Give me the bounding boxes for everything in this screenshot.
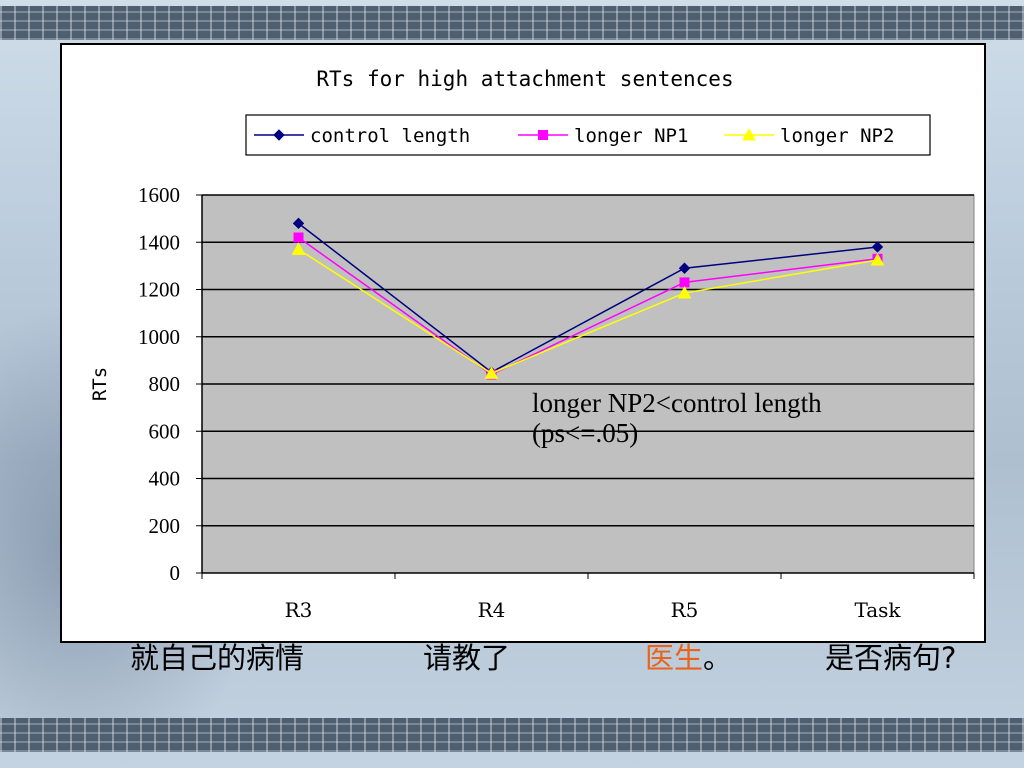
chart-title: RTs for high attachment sentences <box>316 67 734 91</box>
x-tick-label-r5: R5 <box>671 598 699 622</box>
legend-label-longer-np2: longer NP2 <box>780 125 894 147</box>
highlighted-word: 医生 <box>645 641 704 675</box>
y-tick-label-1400: 1400 <box>138 230 180 254</box>
y-tick-label-800: 800 <box>149 372 181 396</box>
sentence-segment-2: 请教了 <box>423 641 511 675</box>
line-chart: 0 200 400 600 800 1000 1200 1400 1600 R3 R4 R5 Task R… <box>89 114 975 622</box>
point-control-length-task <box>871 241 884 253</box>
y-tick-label-400: 400 <box>149 467 181 491</box>
y-tick-label-200: 200 <box>149 514 181 538</box>
decorative-top-band <box>0 6 1024 40</box>
chart-container: RTs for high attachment sentences 0 200 40… <box>60 43 986 643</box>
y-tick-label-1600: 1600 <box>138 183 180 207</box>
legend-marker-2 <box>742 127 756 141</box>
legend <box>245 114 931 156</box>
legend-marker-0 <box>273 129 285 141</box>
sentence-period: 。 <box>703 641 733 675</box>
x-tick-label-task: Task <box>854 598 901 622</box>
y-tick-label-600: 600 <box>149 419 181 443</box>
point-control-length-r5 <box>678 262 691 274</box>
annotation-line-1: longer NP2<control length <box>532 388 822 418</box>
point-longer-np2-r5 <box>677 285 692 299</box>
point-longer-np1-r3 <box>293 232 304 243</box>
y-axis-label: RTs <box>89 367 111 401</box>
sentence-segment-3: 医生。 <box>645 635 732 677</box>
legend-label-control-length: control length <box>310 125 470 147</box>
y-tick-label-1200: 1200 <box>138 278 180 302</box>
legend-label-longer-np1: longer NP1 <box>574 125 688 147</box>
point-longer-np2-r4 <box>484 366 499 379</box>
sentence-question: 是否病句? <box>825 641 957 675</box>
x-tick-label-r4: R4 <box>478 598 506 622</box>
point-longer-np1-r5 <box>679 277 690 288</box>
annotation-line-2: (ps<=.05) <box>532 418 639 448</box>
series-line-control-length <box>298 222 878 374</box>
series-line-longer-np1 <box>298 236 878 376</box>
point-longer-np2-r3 <box>291 242 306 255</box>
decorative-bottom-band <box>0 718 1024 752</box>
series-line-longer-np2 <box>298 248 878 375</box>
legend-marker-1 <box>538 130 548 140</box>
point-longer-np2-task <box>870 252 885 266</box>
sentence-segment-1: 就自己的病情 <box>130 641 305 675</box>
significance-annotation: longer NP2<control length (ps<=.05) <box>532 388 822 448</box>
x-tick-label-r3: R3 <box>285 598 313 622</box>
y-tick-label-1000: 1000 <box>138 325 180 349</box>
y-tick-label-0: 0 <box>170 561 181 585</box>
point-control-length-r3 <box>292 217 305 230</box>
